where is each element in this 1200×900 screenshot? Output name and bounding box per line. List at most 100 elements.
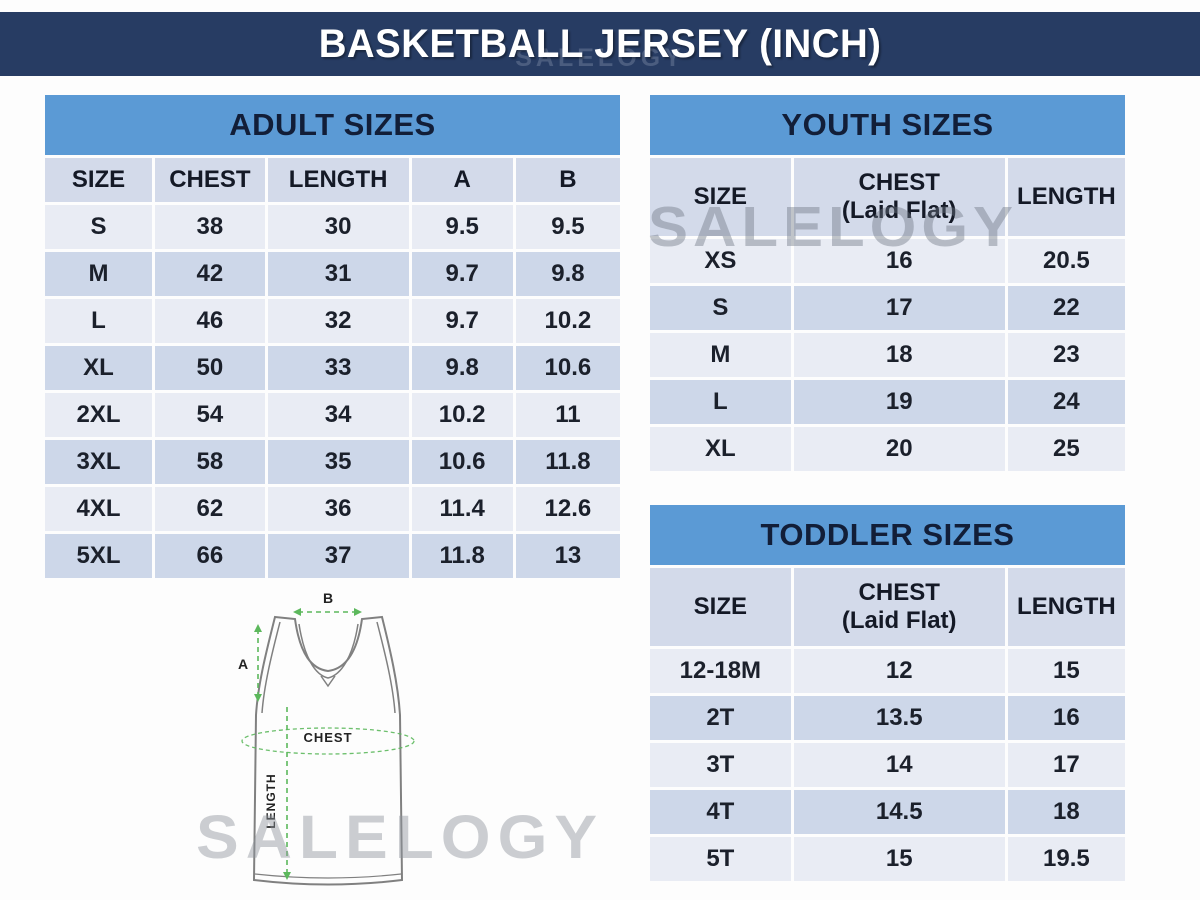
table-cell: 15 bbox=[1007, 649, 1125, 693]
table-cell: 42 bbox=[154, 252, 265, 296]
column-header-row: SIZE CHEST (Laid Flat) LENGTH bbox=[650, 568, 1125, 646]
label-b: B bbox=[323, 590, 333, 606]
table-cell: 58 bbox=[154, 440, 265, 484]
jersey-diagram: B A CHEST LENGTH bbox=[238, 590, 415, 886]
table-cell: 18 bbox=[793, 333, 1005, 377]
table-cell: 3XL bbox=[45, 440, 152, 484]
table-cell: 18 bbox=[1007, 790, 1125, 834]
table-cell: 11.4 bbox=[411, 487, 513, 531]
table-cell: 32 bbox=[267, 299, 409, 343]
table-cell: 50 bbox=[154, 346, 265, 390]
table-row: M 18 23 bbox=[650, 333, 1125, 377]
table-cell: 20.5 bbox=[1007, 239, 1125, 283]
table-cell: 22 bbox=[1007, 286, 1125, 330]
table-cell: 2XL bbox=[45, 393, 152, 437]
label-length: LENGTH bbox=[264, 773, 278, 828]
table-cell: 25 bbox=[1007, 427, 1125, 471]
table-cell: 10.6 bbox=[411, 440, 513, 484]
table-row: 2T 13.5 16 bbox=[650, 696, 1125, 740]
table-row: 5T 15 19.5 bbox=[650, 837, 1125, 881]
table-cell: S bbox=[45, 205, 152, 249]
table-cell: 12 bbox=[793, 649, 1005, 693]
page-title: BASKETBALL JERSEY (INCH) bbox=[318, 21, 882, 66]
table-cell: XL bbox=[45, 346, 152, 390]
table-row: S 38 30 9.5 9.5 bbox=[45, 205, 620, 249]
table-cell: 33 bbox=[267, 346, 409, 390]
column-header: CHEST (Laid Flat) bbox=[793, 568, 1005, 646]
table-cell: 35 bbox=[267, 440, 409, 484]
youth-sizes-grid: SIZE CHEST (Laid Flat) LENGTH XS 16 20.5 S 17 22 M… bbox=[647, 155, 1128, 474]
table-row: 4XL 62 36 11.4 12.6 bbox=[45, 487, 620, 531]
table-cell: 9.5 bbox=[411, 205, 513, 249]
toddler-sizes-grid: SIZE CHEST (Laid Flat) LENGTH 12-18M 12 15 2T 13… bbox=[647, 565, 1128, 884]
measurement-lines bbox=[241, 611, 415, 875]
table-cell: 66 bbox=[154, 534, 265, 578]
youth-sizes-heading: YOUTH SIZES bbox=[650, 95, 1125, 155]
column-header: SIZE bbox=[45, 158, 152, 202]
adult-sizes-heading: ADULT SIZES bbox=[45, 95, 620, 155]
table-cell: 10.2 bbox=[515, 299, 620, 343]
table-cell: 10.6 bbox=[515, 346, 620, 390]
table-cell: 15 bbox=[793, 837, 1005, 881]
table-cell: S bbox=[650, 286, 791, 330]
table-cell: 19.5 bbox=[1007, 837, 1125, 881]
column-header: CHEST (Laid Flat) bbox=[793, 158, 1005, 236]
table-cell: 34 bbox=[267, 393, 409, 437]
toddler-sizes-section: TODDLER SIZES SIZE CHEST (Laid Flat) LENGTH… bbox=[650, 505, 1125, 884]
table-cell: 17 bbox=[1007, 743, 1125, 787]
table-cell: 5T bbox=[650, 837, 791, 881]
adult-sizes-grid: SIZE CHEST LENGTH A B S 38 30 9.5 9.5 M 42 31 9.7 9.8 L… bbox=[42, 155, 623, 581]
table-cell: 9.8 bbox=[411, 346, 513, 390]
arrowheads bbox=[254, 608, 362, 880]
table-row: XL 20 25 bbox=[650, 427, 1125, 471]
table-cell: XL bbox=[650, 427, 791, 471]
table-row: M 42 31 9.7 9.8 bbox=[45, 252, 620, 296]
table-cell: 20 bbox=[793, 427, 1005, 471]
table-row: L 46 32 9.7 10.2 bbox=[45, 299, 620, 343]
table-cell: 11.8 bbox=[411, 534, 513, 578]
table-row: 4T 14.5 18 bbox=[650, 790, 1125, 834]
table-cell: 46 bbox=[154, 299, 265, 343]
table-cell: 14.5 bbox=[793, 790, 1005, 834]
table-cell: 2T bbox=[650, 696, 791, 740]
table-cell: 14 bbox=[793, 743, 1005, 787]
table-cell: 37 bbox=[267, 534, 409, 578]
table-cell: 9.8 bbox=[515, 252, 620, 296]
label-a: A bbox=[238, 656, 248, 672]
table-cell: 13.5 bbox=[793, 696, 1005, 740]
table-row: 12-18M 12 15 bbox=[650, 649, 1125, 693]
table-cell: L bbox=[650, 380, 791, 424]
table-cell: 12.6 bbox=[515, 487, 620, 531]
table-cell: XS bbox=[650, 239, 791, 283]
table-cell: 19 bbox=[793, 380, 1005, 424]
table-cell: 62 bbox=[154, 487, 265, 531]
table-cell: 4XL bbox=[45, 487, 152, 531]
table-cell: L bbox=[45, 299, 152, 343]
table-cell: M bbox=[650, 333, 791, 377]
table-cell: 38 bbox=[154, 205, 265, 249]
column-header-row: SIZE CHEST LENGTH A B bbox=[45, 158, 620, 202]
table-row: S 17 22 bbox=[650, 286, 1125, 330]
watermark-title: SALELOGY bbox=[515, 44, 685, 72]
jersey-outline bbox=[252, 615, 404, 886]
table-cell: 17 bbox=[793, 286, 1005, 330]
table-row: L 19 24 bbox=[650, 380, 1125, 424]
table-cell: 54 bbox=[154, 393, 265, 437]
table-cell: 9.5 bbox=[515, 205, 620, 249]
table-cell: 30 bbox=[267, 205, 409, 249]
column-header: SIZE bbox=[650, 158, 791, 236]
table-cell: 23 bbox=[1007, 333, 1125, 377]
table-cell: 11 bbox=[515, 393, 620, 437]
toddler-sizes-heading: TODDLER SIZES bbox=[650, 505, 1125, 565]
table-cell: 3T bbox=[650, 743, 791, 787]
table-row: 3T 14 17 bbox=[650, 743, 1125, 787]
title-bar: SALELOGY BASKETBALL JERSEY (INCH) bbox=[0, 12, 1200, 76]
table-cell: 9.7 bbox=[411, 252, 513, 296]
table-cell: 13 bbox=[515, 534, 620, 578]
table-cell: 10.2 bbox=[411, 393, 513, 437]
table-cell: 5XL bbox=[45, 534, 152, 578]
table-cell: 31 bbox=[267, 252, 409, 296]
table-row: XS 16 20.5 bbox=[650, 239, 1125, 283]
table-cell: 9.7 bbox=[411, 299, 513, 343]
